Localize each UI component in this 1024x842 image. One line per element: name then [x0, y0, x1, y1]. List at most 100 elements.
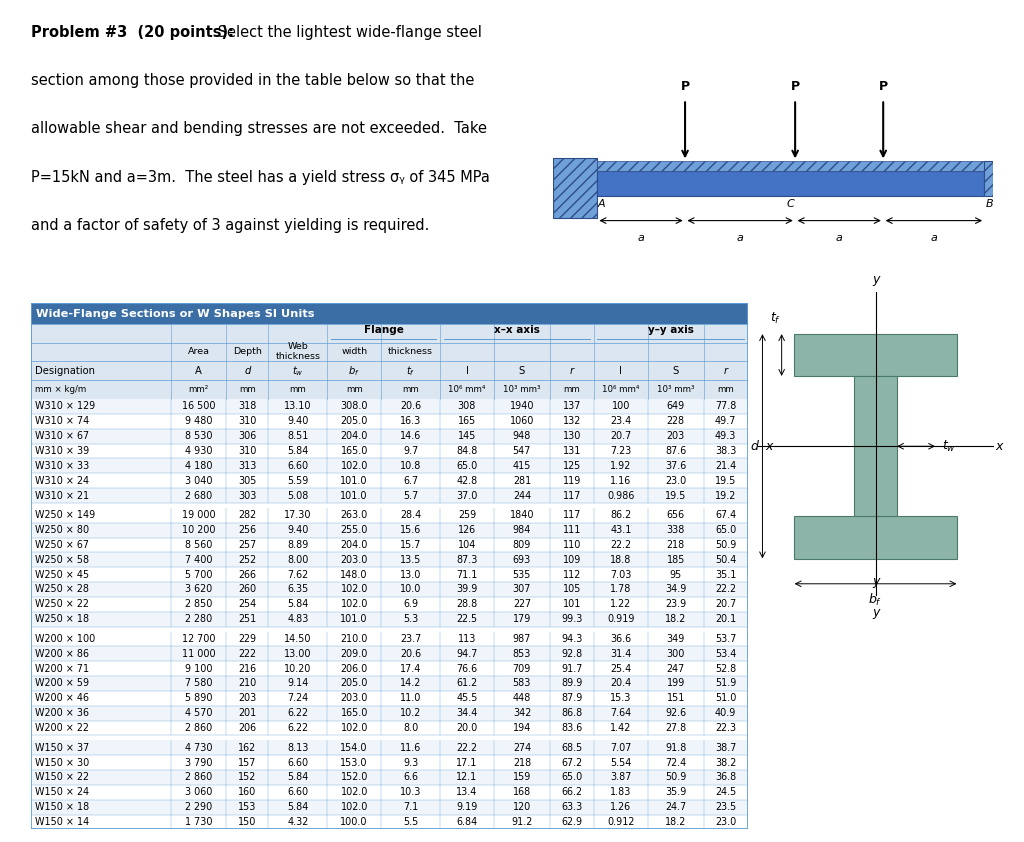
Text: 99.3: 99.3 — [561, 614, 583, 624]
Text: 132: 132 — [563, 416, 581, 426]
Text: Designation: Designation — [35, 366, 95, 376]
Text: 101.0: 101.0 — [340, 614, 368, 624]
Text: x: x — [766, 440, 773, 453]
Text: width: width — [341, 347, 368, 355]
Text: 19.2: 19.2 — [715, 491, 736, 500]
Text: 11.0: 11.0 — [399, 693, 421, 703]
Bar — [597, 171, 984, 196]
Text: 0.919: 0.919 — [607, 614, 635, 624]
Text: Area: Area — [187, 347, 210, 355]
Text: 6.7: 6.7 — [403, 476, 418, 486]
Text: 101: 101 — [562, 600, 581, 610]
Text: $b_f$: $b_f$ — [868, 592, 883, 608]
Text: 260: 260 — [239, 584, 256, 594]
Text: W250 × 149: W250 × 149 — [35, 510, 95, 520]
Bar — [31, 676, 748, 691]
Text: 206.0: 206.0 — [341, 663, 368, 674]
Text: 8.89: 8.89 — [287, 540, 308, 550]
Text: 34.9: 34.9 — [665, 584, 686, 594]
Bar — [31, 632, 748, 647]
Text: 9.3: 9.3 — [402, 758, 418, 768]
Text: 228: 228 — [667, 416, 685, 426]
Text: 16.3: 16.3 — [400, 416, 421, 426]
Text: 948: 948 — [513, 431, 531, 441]
Text: 194: 194 — [513, 723, 531, 733]
Text: 853: 853 — [513, 649, 531, 658]
Text: 308: 308 — [458, 402, 476, 412]
Text: 218: 218 — [667, 540, 685, 550]
Text: C: C — [786, 200, 794, 210]
Text: 94.3: 94.3 — [561, 634, 583, 644]
Text: W250 × 58: W250 × 58 — [35, 555, 89, 565]
Text: 14.2: 14.2 — [400, 679, 421, 689]
Text: W200 × 46: W200 × 46 — [35, 693, 89, 703]
Text: 27.8: 27.8 — [666, 723, 686, 733]
Text: 1060: 1060 — [510, 416, 535, 426]
Text: 14.6: 14.6 — [400, 431, 421, 441]
Text: 34.4: 34.4 — [457, 708, 477, 718]
Text: 310: 310 — [239, 446, 257, 456]
Text: $t_f$: $t_f$ — [770, 311, 780, 326]
Bar — [31, 661, 748, 676]
Text: 229: 229 — [239, 634, 256, 644]
Text: 7.24: 7.24 — [287, 693, 308, 703]
Text: 4 730: 4 730 — [184, 743, 212, 753]
Text: S: S — [519, 366, 525, 376]
Text: a: a — [931, 233, 937, 243]
Bar — [31, 473, 748, 488]
Text: 310: 310 — [239, 416, 257, 426]
Text: 8 560: 8 560 — [184, 540, 212, 550]
Text: 5.84: 5.84 — [287, 446, 308, 456]
Text: W150 × 37: W150 × 37 — [35, 743, 89, 753]
Text: 4 570: 4 570 — [184, 708, 212, 718]
Text: 199: 199 — [667, 679, 685, 689]
Text: 153.0: 153.0 — [340, 758, 368, 768]
Text: 17.1: 17.1 — [457, 758, 477, 768]
Text: 2 290: 2 290 — [185, 802, 212, 813]
Text: 22.5: 22.5 — [457, 614, 477, 624]
Text: 984: 984 — [513, 525, 531, 536]
Text: W200 × 59: W200 × 59 — [35, 679, 89, 689]
Text: 157: 157 — [239, 758, 257, 768]
Text: 39.9: 39.9 — [457, 584, 477, 594]
Text: 112: 112 — [563, 570, 581, 579]
Text: 247: 247 — [667, 663, 685, 674]
Text: W310 × 129: W310 × 129 — [35, 402, 95, 412]
Text: 2 860: 2 860 — [185, 723, 212, 733]
Text: 9.40: 9.40 — [287, 416, 308, 426]
Text: W310 × 39: W310 × 39 — [35, 446, 89, 456]
Text: mm: mm — [239, 385, 256, 394]
Text: 1.22: 1.22 — [610, 600, 632, 610]
Bar — [31, 429, 748, 444]
Text: 656: 656 — [667, 510, 685, 520]
Text: 53.7: 53.7 — [715, 634, 736, 644]
Text: 22.3: 22.3 — [715, 723, 736, 733]
Text: 20.7: 20.7 — [610, 431, 632, 441]
Text: 1.42: 1.42 — [610, 723, 632, 733]
Text: W250 × 67: W250 × 67 — [35, 540, 89, 550]
Text: 308.0: 308.0 — [340, 402, 368, 412]
Text: P: P — [681, 80, 689, 93]
Text: 100.0: 100.0 — [340, 817, 368, 827]
Text: r: r — [569, 366, 573, 376]
Text: 83.6: 83.6 — [561, 723, 583, 733]
Text: 94.7: 94.7 — [457, 649, 477, 658]
Text: r: r — [724, 366, 728, 376]
Text: 1.78: 1.78 — [610, 584, 632, 594]
Text: mm: mm — [290, 385, 306, 394]
Text: mm: mm — [563, 385, 581, 394]
Text: 9.40: 9.40 — [287, 525, 308, 536]
Text: 201: 201 — [239, 708, 257, 718]
Text: 300: 300 — [667, 649, 685, 658]
Text: 15.7: 15.7 — [399, 540, 421, 550]
Text: W250 × 18: W250 × 18 — [35, 614, 89, 624]
Text: 137: 137 — [562, 402, 581, 412]
Text: allowable shear and bending stresses are not exceeded.  Take: allowable shear and bending stresses are… — [31, 121, 486, 136]
Text: 23.4: 23.4 — [610, 416, 632, 426]
Text: 102.0: 102.0 — [340, 584, 368, 594]
Text: I: I — [620, 366, 623, 376]
Text: 318: 318 — [239, 402, 257, 412]
Text: 20.7: 20.7 — [715, 600, 736, 610]
Text: 4 930: 4 930 — [184, 446, 212, 456]
Text: 254: 254 — [239, 600, 257, 610]
